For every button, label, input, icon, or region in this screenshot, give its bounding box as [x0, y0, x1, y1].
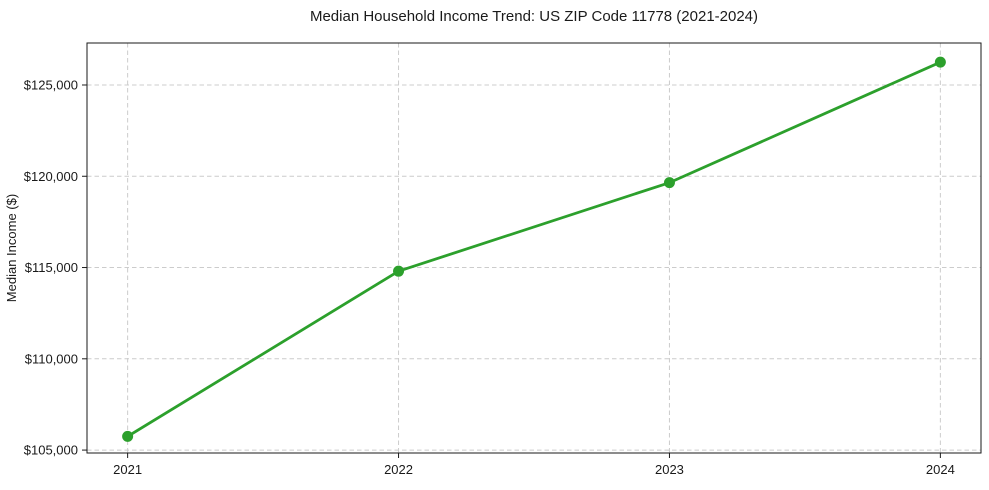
data-point [393, 265, 405, 277]
tick-layer: 2021 2022 2023 2024 $105,000 $110,000 $115,000… [24, 77, 955, 477]
data-point [122, 430, 134, 442]
grid-layer [87, 43, 981, 453]
y-tick-label: $115,000 [25, 260, 78, 275]
trend-line [126, 60, 941, 438]
y-axis-label: Median Income ($) [4, 194, 19, 302]
data-point [663, 177, 675, 189]
y-tick-label: $110,000 [25, 351, 78, 366]
x-tick-label: 2024 [926, 462, 955, 477]
x-tick-label: 2021 [113, 462, 142, 477]
plot-border [86, 42, 982, 454]
x-tick-label: 2023 [655, 462, 684, 477]
data-point [934, 56, 946, 68]
y-tick-label: $125,000 [24, 77, 78, 92]
y-tick-label: $120,000 [24, 169, 78, 184]
x-tick-label: 2022 [384, 462, 413, 477]
chart-title: Median Household Income Trend: US ZIP Co… [310, 8, 758, 25]
series-layer [122, 56, 946, 442]
y-tick-label: $105,000 [24, 443, 78, 458]
